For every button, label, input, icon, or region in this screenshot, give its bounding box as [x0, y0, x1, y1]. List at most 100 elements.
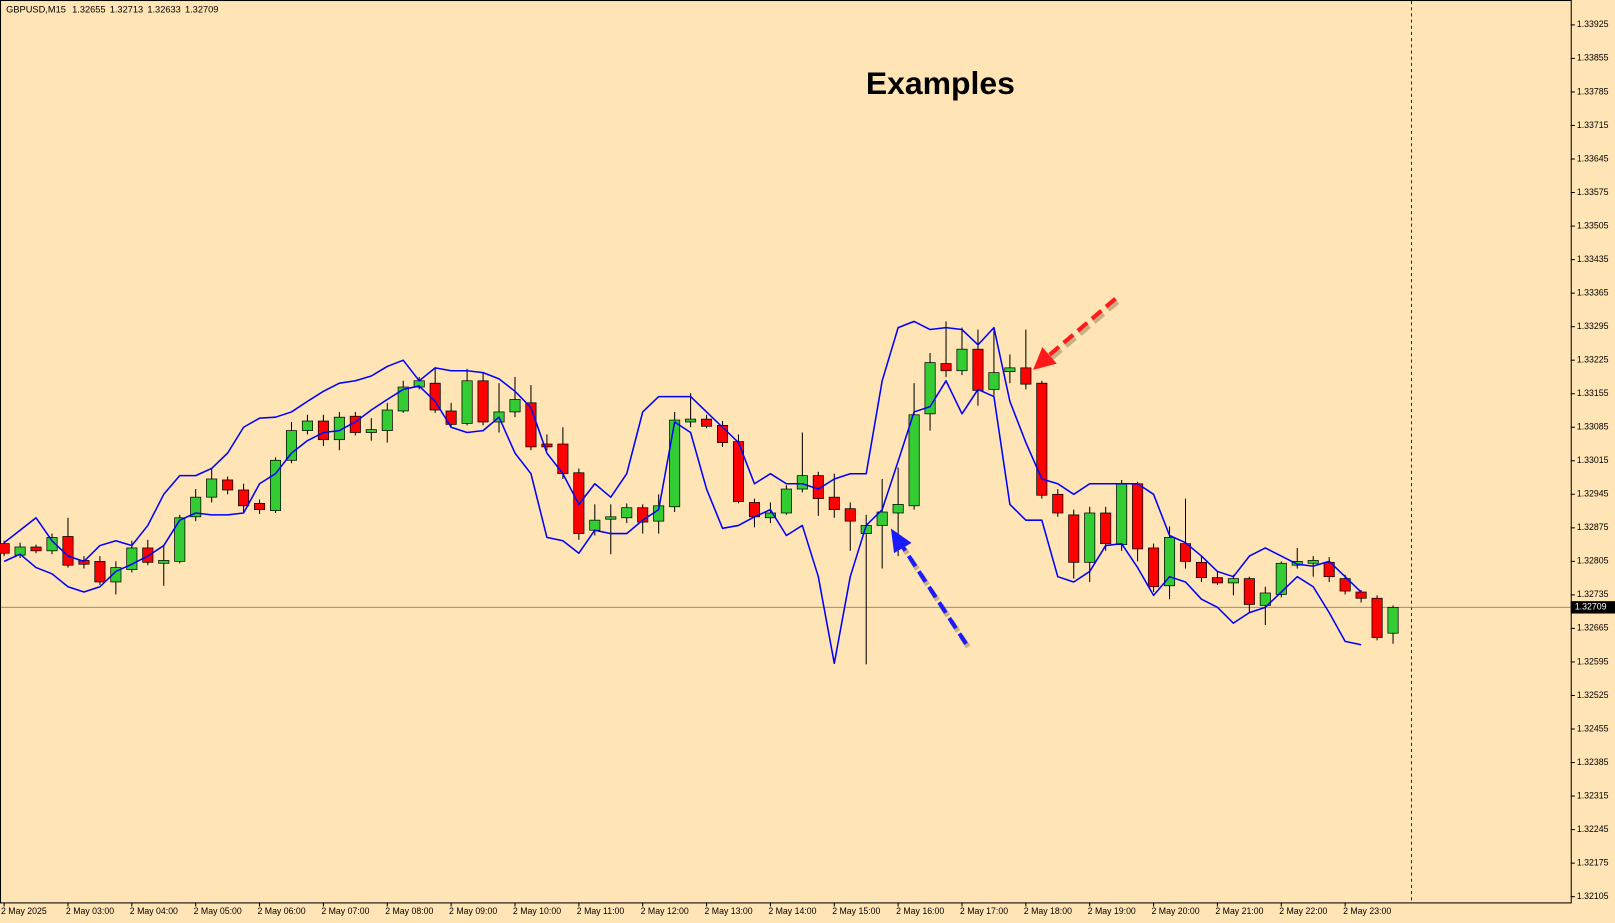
x-tick-label: 2 May 15:00	[832, 906, 880, 916]
candle-body	[1084, 512, 1096, 563]
candle-body	[924, 362, 936, 415]
candle-body	[94, 561, 106, 583]
symbol: GBPUSD,M15	[6, 5, 66, 15]
candle-body	[1243, 578, 1255, 605]
candle-body	[190, 496, 202, 518]
y-tick-label: 1.33855	[1577, 53, 1609, 63]
candle-body	[1052, 493, 1064, 514]
candle-body	[1211, 577, 1223, 584]
x-tick-label: 2 May 22:00	[1279, 906, 1327, 916]
x-tick-label: 2 May 10:00	[513, 906, 561, 916]
y-tick-label: 1.32665	[1577, 623, 1609, 633]
candle-body	[1036, 382, 1048, 496]
candle-body	[1020, 367, 1032, 385]
header-high: 1.32713	[110, 5, 143, 15]
candle-body	[1004, 367, 1016, 373]
last-price-box	[1570, 601, 1615, 614]
y-tick-label: 1.32175	[1577, 857, 1609, 867]
candle-body	[701, 418, 713, 427]
x-tick-label: 2 May 18:00	[1024, 906, 1072, 916]
red-arrow	[1033, 297, 1120, 370]
candle-body	[238, 489, 250, 507]
y-tick-label: 1.33295	[1577, 321, 1609, 331]
candle-body	[1355, 591, 1367, 599]
candle-body	[1164, 537, 1176, 587]
y-tick-label: 1.33155	[1577, 388, 1609, 398]
candle-body	[589, 519, 601, 531]
header-low: 1.32633	[147, 5, 180, 15]
candle-body	[301, 420, 313, 431]
candle-body	[988, 372, 1000, 390]
last-price-label: 1.32709	[1575, 602, 1607, 612]
candle-body	[381, 409, 393, 431]
channel-line	[3, 320, 1362, 593]
x-tick-label: 2 May 20:00	[1152, 906, 1200, 916]
y-tick-label: 1.32595	[1577, 656, 1609, 666]
candle-body	[1227, 578, 1239, 584]
candle-body	[142, 547, 154, 563]
candle-body	[158, 560, 170, 564]
y-tick-label: 1.33925	[1577, 19, 1609, 29]
chart-header: GBPUSD,M15 1.32655 1.32713 1.32633 1.32709	[6, 5, 218, 15]
y-tick-label: 1.32245	[1577, 824, 1609, 834]
x-tick-label: 2 May 06:00	[257, 906, 305, 916]
plot-frame	[0, 0, 1572, 904]
header-close: 1.32709	[185, 5, 218, 15]
candle-body	[1100, 512, 1112, 545]
candle-body	[1371, 597, 1383, 638]
candle-body	[525, 402, 537, 448]
candle-body	[780, 488, 792, 514]
x-tick-label: 2 May 23:00	[1343, 906, 1391, 916]
candle-body	[972, 348, 984, 391]
candle-body	[270, 459, 282, 511]
y-tick-label: 1.33505	[1577, 220, 1609, 230]
x-tick-label: 2 May 11:00	[577, 906, 625, 916]
y-tick-label: 1.32735	[1577, 589, 1609, 599]
candle-body	[285, 430, 297, 461]
x-tick-label: 2 May 09:00	[449, 906, 497, 916]
candle-body	[1291, 561, 1303, 566]
candle-body	[509, 399, 521, 413]
candle-body	[477, 380, 489, 423]
candle-body	[461, 380, 473, 424]
candle-body	[669, 419, 681, 508]
candle-body	[685, 418, 697, 423]
plot-marks	[0, 320, 1571, 665]
x-tick-label: 2 May 19:00	[1088, 906, 1136, 916]
candle-body	[1259, 592, 1271, 606]
x-tick-label: 2 May 04:00	[130, 906, 178, 916]
candle-body	[0, 543, 10, 554]
candle-body	[222, 479, 234, 491]
arrow-line	[1045, 297, 1117, 360]
x-tick-label: 2 May 2025	[1, 906, 47, 916]
candle-body	[1339, 578, 1351, 592]
candle-body	[828, 496, 840, 510]
x-tick-label: 2 May 21:00	[1215, 906, 1263, 916]
candle-body	[940, 363, 952, 372]
candle-body	[892, 504, 904, 514]
channel-line	[3, 380, 1362, 665]
x-tick-label: 2 May 03:00	[66, 906, 114, 916]
arrow-head	[890, 528, 912, 554]
candle-body	[1148, 547, 1160, 588]
candle-body	[541, 443, 553, 448]
candle-body	[796, 475, 808, 490]
x-tick-label: 2 May 05:00	[194, 906, 242, 916]
x-tick-label: 2 May 13:00	[705, 906, 753, 916]
candle-body	[1195, 561, 1207, 579]
candle-body	[174, 517, 186, 562]
y-tick-label: 1.32455	[1577, 723, 1609, 733]
candle-body	[1132, 483, 1144, 550]
y-tick-label: 1.33715	[1577, 120, 1609, 130]
chart-title: Examples	[866, 65, 1015, 101]
candle-body	[844, 508, 856, 522]
y-tick-label: 1.32805	[1577, 556, 1609, 566]
candle-body	[1068, 514, 1080, 563]
arrow-line	[900, 544, 968, 645]
y-tick-label: 1.33085	[1577, 422, 1609, 432]
x-tick-label: 2 May 07:00	[321, 906, 369, 916]
y-tick-label: 1.33785	[1577, 86, 1609, 96]
x-tick-label: 2 May 16:00	[896, 906, 944, 916]
candle-body	[1307, 560, 1319, 564]
